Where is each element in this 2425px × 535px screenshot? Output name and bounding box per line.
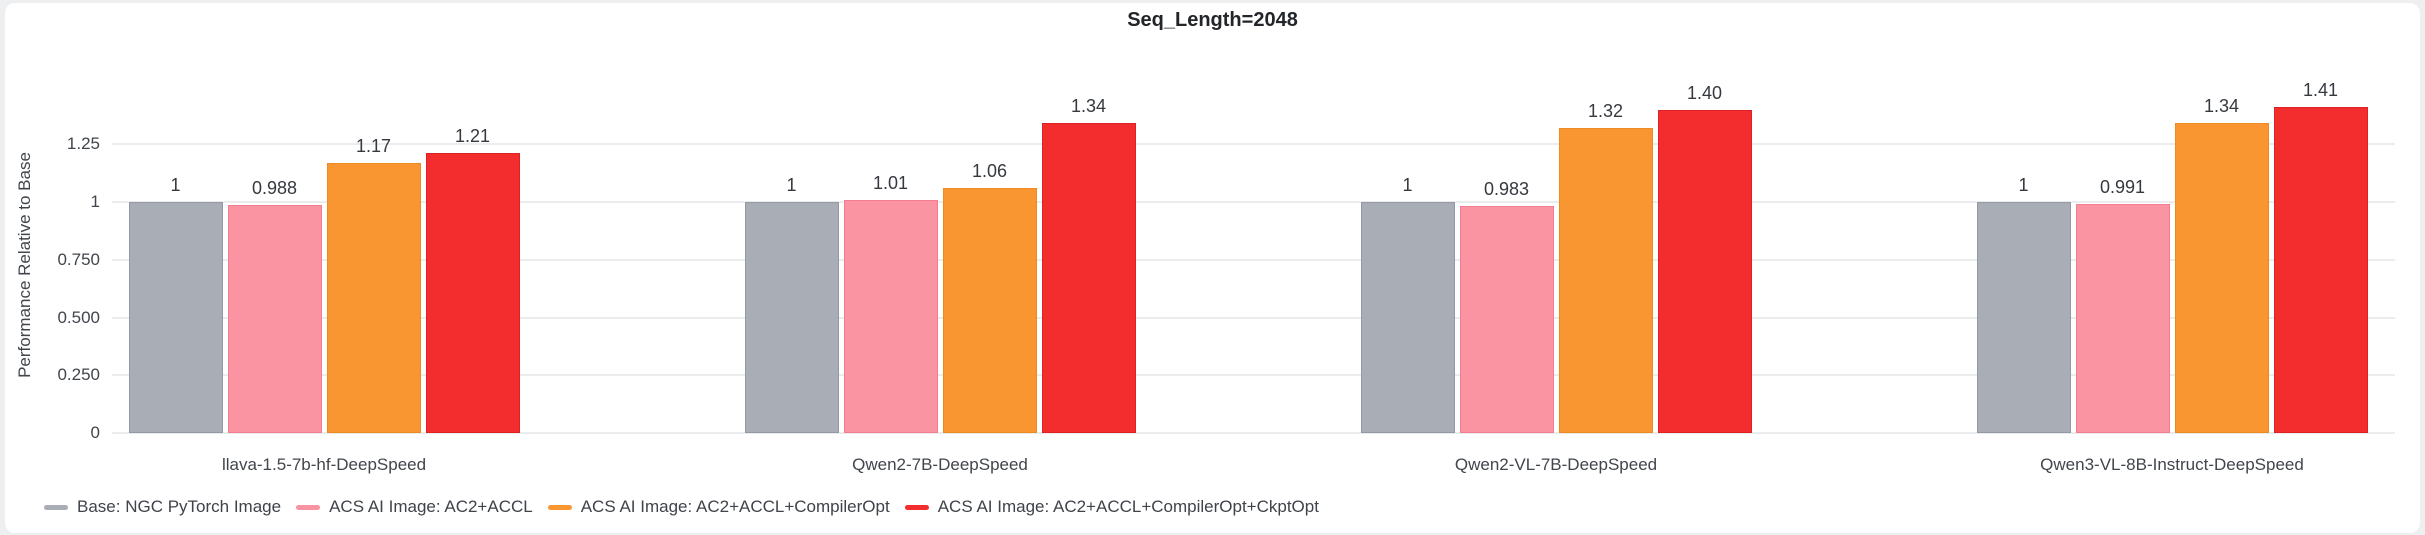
bar-series2-group0[interactable] [326, 162, 421, 433]
bar-series1-group1[interactable] [843, 199, 938, 433]
bar-series3-group1[interactable] [1041, 123, 1136, 433]
y-tick-label: 1 [90, 192, 100, 211]
bar-value-label: 1.41 [2302, 80, 2339, 101]
legend-swatch-icon [296, 504, 321, 510]
y-tick-label: 0.750 [57, 249, 100, 269]
y-tick-label: 0 [90, 423, 100, 442]
legend-item-series2[interactable]: ACS AI Image: AC2+ACCL+CompilerOpt [547, 497, 890, 517]
bar-series0-group1[interactable] [744, 202, 839, 433]
y-tick-label: 0.250 [57, 365, 100, 385]
legend-item-series3[interactable]: ACS AI Image: AC2+ACCL+CompilerOpt+CkptO… [904, 497, 1319, 517]
x-axis-label: Qwen2-7B-DeepSpeed [852, 455, 1028, 474]
bar-value-label: 1.34 [1070, 96, 1107, 117]
bar-value-label: 1 [170, 175, 181, 195]
legend-label: ACS AI Image: AC2+ACCL+CompilerOpt [580, 497, 890, 516]
bar-series3-group0[interactable] [425, 153, 520, 433]
bar-series1-group2[interactable] [1459, 205, 1554, 433]
bar-series3-group3[interactable] [2273, 107, 2368, 433]
legend: Base: NGC PyTorch Image ACS AI Image: AC2… [44, 494, 1319, 520]
gridline [112, 432, 2395, 434]
y-tick-label: 0.500 [57, 307, 100, 327]
legend-label: Base: NGC PyTorch Image [77, 497, 282, 516]
legend-item-series1[interactable]: ACS AI Image: AC2+ACCL [296, 497, 533, 517]
bar-series2-group3[interactable] [2174, 123, 2269, 433]
x-axis-label: llava-1.5-7b-hf-DeepSpeed [221, 455, 427, 474]
bar-value-label: 0.991 [2099, 177, 2146, 198]
bar-value-label: 0.983 [1483, 178, 1530, 199]
bar-series2-group1[interactable] [942, 188, 1037, 433]
gridline [112, 201, 2395, 203]
bar-value-label: 0.988 [251, 177, 298, 198]
bar-value-label: 1.17 [355, 135, 392, 156]
bar-value-label: 1.34 [2203, 96, 2240, 117]
bar-value-label: 1.40 [1686, 82, 1723, 103]
bar-series1-group3[interactable] [2075, 204, 2170, 433]
legend-swatch-icon [904, 504, 929, 510]
gridline [112, 374, 2395, 377]
bar-value-label: 1 [1402, 175, 1413, 195]
legend-item-series0[interactable]: Base: NGC PyTorch Image [44, 497, 281, 517]
x-axis-label: Qwen3-VL-8B-Instruct-DeepSpeed [2040, 455, 2304, 474]
chart-title: Seq_Length=2048 [1127, 9, 1298, 31]
legend-label: ACS AI Image: AC2+ACCL+CompilerOpt+CkptO… [937, 497, 1319, 516]
bar-series0-group0[interactable] [128, 202, 223, 433]
bar-value-label: 1.01 [872, 172, 909, 193]
bar-value-label: 1 [2018, 175, 2029, 195]
legend-swatch-icon [44, 504, 68, 510]
bar-value-label: 1.06 [971, 161, 1008, 182]
bar-series2-group2[interactable] [1558, 128, 1653, 433]
bar-value-label: 1.32 [1587, 101, 1624, 122]
gridline [112, 316, 2395, 319]
bar-value-label: 1.21 [454, 126, 491, 147]
bar-series0-group2[interactable] [1360, 202, 1455, 433]
legend-label: ACS AI Image: AC2+ACCL [329, 497, 533, 516]
bar-series3-group2[interactable] [1657, 109, 1752, 433]
legend-swatch-icon [547, 504, 572, 510]
y-tick-label: 1.25 [66, 134, 100, 154]
gridline [112, 258, 2395, 261]
gridline [112, 143, 2395, 146]
bar-value-label: 1 [786, 175, 797, 195]
bar-series1-group0[interactable] [227, 204, 322, 433]
x-axis-label: Qwen2-VL-7B-DeepSpeed [1454, 455, 1658, 474]
bar-series0-group3[interactable] [1976, 202, 2071, 433]
